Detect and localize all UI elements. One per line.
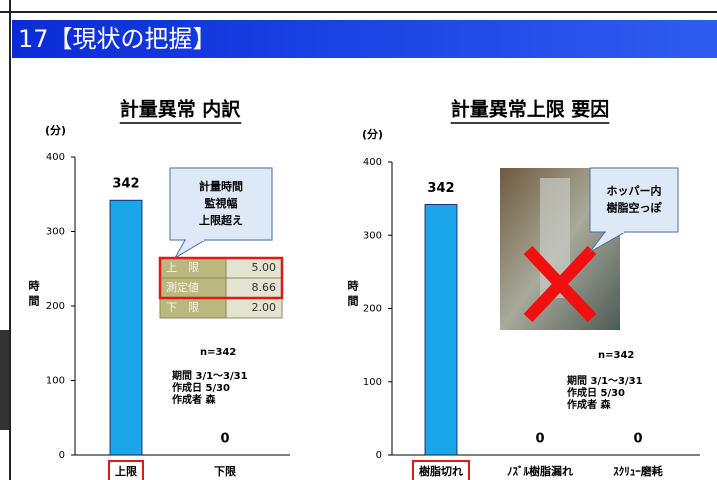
table-label: 測定値: [166, 280, 199, 294]
note: 作成者 森: [567, 398, 611, 411]
y-tick-label: 200: [46, 301, 65, 312]
y-tick-label: 200: [363, 304, 382, 315]
x-tick-label: ｽｸﾘｭｰ磨耗: [613, 464, 663, 478]
value-label: 0: [220, 432, 229, 447]
cross-mark: [523, 245, 597, 323]
y-tick-label: 100: [46, 376, 65, 387]
chart-title: 計量異常 内訳: [120, 98, 242, 121]
note: 作成日 5/30: [567, 386, 625, 399]
table-value: 5.00: [252, 261, 277, 274]
x-tick-label: 上限: [115, 464, 137, 478]
top-strip: [0, 0, 717, 12]
callout-text: 上限超え: [199, 213, 243, 227]
y-unit: (分): [362, 127, 383, 141]
bar: [109, 199, 143, 456]
note: n=342: [200, 347, 236, 358]
highlight-box: [108, 460, 144, 480]
callout-text: 樹脂空っぽ: [607, 201, 663, 215]
y-tick-label: 400: [363, 157, 382, 168]
table-label: 上 限: [166, 261, 199, 274]
callout: [589, 167, 679, 233]
y-tick-label: 0: [59, 450, 65, 461]
value-label: 0: [535, 432, 544, 447]
callout-text: 計量時間: [199, 179, 243, 193]
y-tick-label: 300: [363, 230, 382, 241]
y-unit: (分): [45, 123, 66, 137]
y-axis-label: 時間: [346, 279, 359, 310]
value-label: 342: [112, 177, 139, 192]
highlight-box: [412, 460, 470, 480]
callout-text: 監視幅: [205, 196, 238, 210]
y-tick-label: 300: [46, 227, 65, 238]
note: n=342: [598, 350, 634, 361]
bar: [424, 204, 458, 456]
table-value: 8.66: [252, 281, 277, 294]
note: 期間 3/1～3/31: [567, 374, 643, 387]
table-label: 下 限: [166, 301, 199, 314]
table-value: 2.00: [252, 301, 277, 314]
x-tick-label: 樹脂切れ: [419, 464, 463, 478]
callout: [169, 167, 273, 241]
table-highlight: [158, 256, 284, 300]
y-axis-label: 時間: [27, 279, 40, 310]
note: 期間 3/1～3/31: [172, 369, 248, 382]
note: 作成日 5/30: [172, 381, 230, 394]
header-title: 17【現状の把握】: [18, 25, 217, 53]
value-label: 342: [427, 181, 454, 196]
y-tick-label: 0: [376, 450, 382, 461]
note: 作成者 森: [172, 393, 216, 406]
left-fragment: [0, 330, 9, 430]
x-tick-label: 下限: [214, 464, 236, 478]
header-bar: [12, 20, 717, 58]
y-tick-label: 400: [46, 152, 65, 163]
value-label: 0: [633, 432, 642, 447]
y-tick-label: 100: [363, 377, 382, 388]
callout-text: ホッパー内: [607, 184, 662, 198]
x-tick-label: ﾉｽﾞﾙ樹脂漏れ: [507, 464, 573, 478]
chart-title: 計量異常上限 要因: [451, 98, 610, 121]
